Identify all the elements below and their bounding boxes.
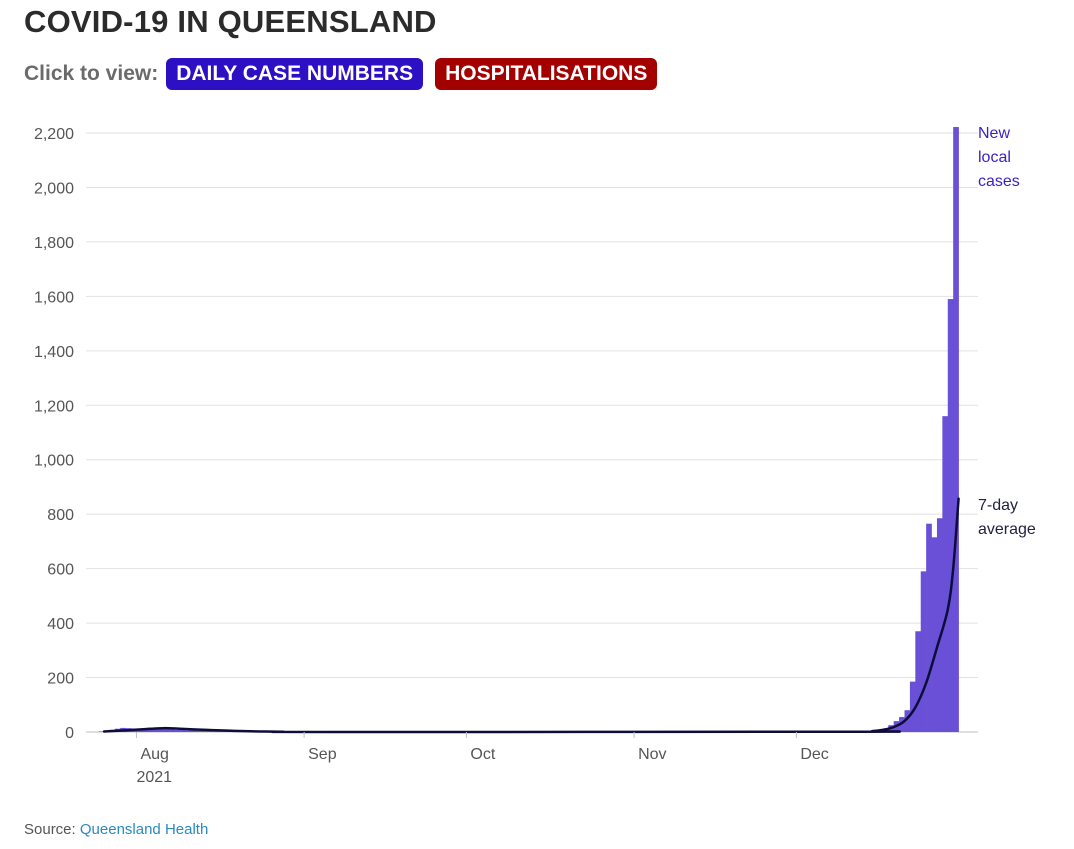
case-bar [158, 728, 164, 732]
source-prefix: Source: [24, 821, 76, 838]
case-bar [179, 730, 186, 732]
y-tick-label: 400 [47, 616, 74, 633]
new-local-cases-label: New local cases [978, 125, 1020, 190]
case-bar [926, 523, 932, 732]
case-bar [212, 731, 218, 732]
x-axis-ticks: Aug 2021 Sep Oct Nov Dec [135, 732, 829, 786]
annotation-line: 7-day [978, 497, 1018, 514]
daily-case-numbers-button[interactable]: DAILY CASE NUMBERS [166, 58, 424, 90]
case-bar [185, 730, 191, 732]
case-bar [201, 730, 208, 732]
case-bar [953, 127, 959, 732]
y-tick-label: 600 [47, 562, 74, 579]
source-link[interactable]: Queensland Health [79, 821, 209, 838]
y-tick-label: 800 [47, 507, 74, 524]
annotation-line: average [978, 521, 1036, 538]
x-tick-label: Aug [140, 746, 168, 763]
y-tick-label: 2,200 [34, 126, 74, 143]
y-tick-label: 2,000 [34, 180, 74, 197]
case-bar [909, 681, 916, 732]
series-annotations: New local cases 7-day average [978, 125, 1036, 538]
case-bar [174, 729, 181, 732]
x-tick-year-label: 2021 [136, 769, 172, 786]
view-toggle: Click to view: DAILY CASE NUMBERS HOSPIT… [24, 58, 669, 90]
annotation-line: cases [978, 173, 1020, 190]
case-bar [904, 710, 911, 732]
x-tick-label: Dec [800, 746, 828, 763]
case-bar [152, 727, 159, 732]
case-bar [931, 537, 938, 732]
y-tick-label: 1,000 [34, 453, 74, 470]
y-tick-label: 1,400 [34, 344, 74, 361]
case-bar [206, 730, 213, 732]
seven-day-average-label: 7-day average [978, 497, 1036, 538]
case-bar [915, 631, 922, 732]
toggle-label: Click to view: [24, 62, 159, 85]
annotation-line: New [978, 125, 1010, 142]
case-bar [98, 731, 105, 732]
seven-day-average-line [102, 497, 960, 734]
case-bar [936, 518, 943, 732]
grid-lines [86, 132, 978, 733]
new-local-cases-bars [98, 127, 959, 732]
case-bar [920, 571, 927, 732]
source-note: Source: Queensland Health [24, 821, 208, 838]
hospitalisations-button[interactable]: HOSPITALISATIONS [435, 58, 658, 90]
case-bar [947, 299, 954, 732]
case-bar [942, 416, 949, 732]
case-bar [168, 729, 175, 732]
y-tick-label: 1,200 [34, 398, 74, 415]
y-tick-label: 200 [47, 671, 74, 688]
x-tick-label: Nov [638, 746, 666, 763]
case-bar [163, 729, 170, 732]
y-tick-label: 1,800 [34, 235, 74, 252]
y-tick-label: 0 [65, 725, 74, 742]
x-tick-label: Sep [308, 746, 337, 763]
case-bar [195, 730, 202, 732]
y-tick-label: 1,600 [34, 289, 74, 306]
page-title: COVID-19 IN QUEENSLAND [24, 4, 437, 39]
seven-day-average-path [102, 497, 960, 734]
annotation-line: local [978, 149, 1011, 166]
y-axis-ticks: 0 200 400 600 800 1,000 1,200 1,400 1,600 1,800 2,… [34, 126, 74, 742]
case-bar [190, 730, 197, 732]
x-tick-label: Oct [470, 746, 495, 763]
